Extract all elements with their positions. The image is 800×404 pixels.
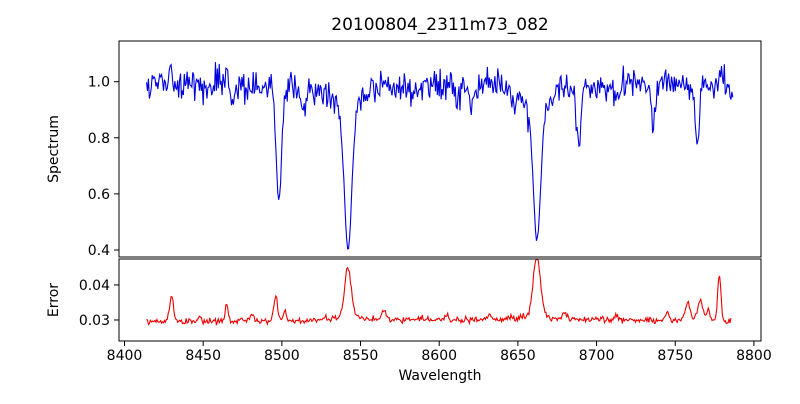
- x-tick-label: 8750: [657, 348, 693, 364]
- error-axes-frame: [118, 258, 762, 342]
- spectrum-line: [145, 62, 734, 250]
- y-tick-label: 0.8: [88, 131, 110, 147]
- x-tick-label: 8800: [736, 348, 772, 364]
- error-line: [146, 259, 732, 326]
- y-axis-label-spectrum: Spectrum: [46, 115, 62, 183]
- y-tick-label: 0.04: [79, 278, 110, 294]
- x-tick-label: 8400: [107, 348, 143, 364]
- axis-ticks: 0.4 0.6 0.8 1.0 0.03 0.04 8400 8450 8500 8550 8600…: [79, 75, 772, 364]
- x-tick-label: 8650: [500, 348, 536, 364]
- y-tick-label: 1.0: [88, 75, 110, 91]
- x-tick-label: 8550: [343, 348, 379, 364]
- y-axis-label-error: Error: [46, 283, 62, 317]
- x-tick-label: 8700: [579, 348, 615, 364]
- x-axis-label-wavelength: Wavelength: [398, 368, 481, 384]
- x-tick-label: 8450: [185, 348, 221, 364]
- plot-title: 20100804_2311m73_082: [331, 15, 548, 35]
- x-tick-label: 8600: [421, 348, 457, 364]
- y-tick-label: 0.4: [88, 243, 110, 259]
- x-tick-label: 8500: [264, 348, 300, 364]
- y-tick-label: 0.6: [88, 187, 110, 203]
- spectrum-axes-frame: [118, 40, 762, 258]
- y-tick-label: 0.03: [79, 313, 110, 329]
